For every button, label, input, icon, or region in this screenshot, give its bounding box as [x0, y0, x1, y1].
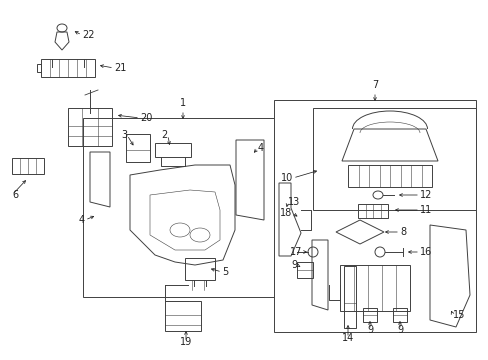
Text: 13: 13 [287, 197, 300, 207]
Bar [68, 108, 112, 146]
Bar [347, 165, 431, 187]
Text: 3: 3 [121, 130, 127, 140]
Text: 6: 6 [12, 190, 18, 200]
Text: 9: 9 [396, 325, 402, 335]
Text: 11: 11 [419, 205, 431, 215]
Bar [126, 134, 150, 162]
Bar [41, 59, 95, 77]
Text: 12: 12 [419, 190, 431, 200]
Text: 8: 8 [399, 227, 406, 237]
Text: 19: 19 [180, 337, 192, 347]
Bar [155, 143, 191, 157]
Text: 9: 9 [366, 325, 372, 335]
Text: 7: 7 [371, 80, 377, 90]
Bar [392, 308, 406, 322]
Bar [273, 100, 475, 332]
Bar [296, 262, 312, 278]
Bar [357, 204, 387, 218]
Bar [184, 258, 215, 280]
Text: 15: 15 [452, 310, 465, 320]
Text: 21: 21 [114, 63, 126, 73]
Bar [362, 308, 376, 322]
Text: 20: 20 [140, 113, 152, 123]
Text: 4: 4 [79, 215, 85, 225]
Text: 17: 17 [289, 247, 302, 257]
Text: 4: 4 [258, 143, 264, 153]
Text: 1: 1 [180, 98, 185, 108]
Bar [12, 158, 44, 174]
Bar [164, 301, 201, 331]
Text: 9: 9 [290, 260, 296, 270]
Bar [339, 265, 409, 311]
Text: 16: 16 [419, 247, 431, 257]
Bar [312, 108, 475, 210]
Text: 14: 14 [341, 333, 353, 343]
Text: 2: 2 [162, 130, 168, 140]
Text: 5: 5 [222, 267, 228, 277]
Text: 10: 10 [280, 173, 292, 183]
Text: 22: 22 [82, 30, 94, 40]
Bar [83, 118, 282, 297]
Text: 18: 18 [279, 208, 291, 218]
